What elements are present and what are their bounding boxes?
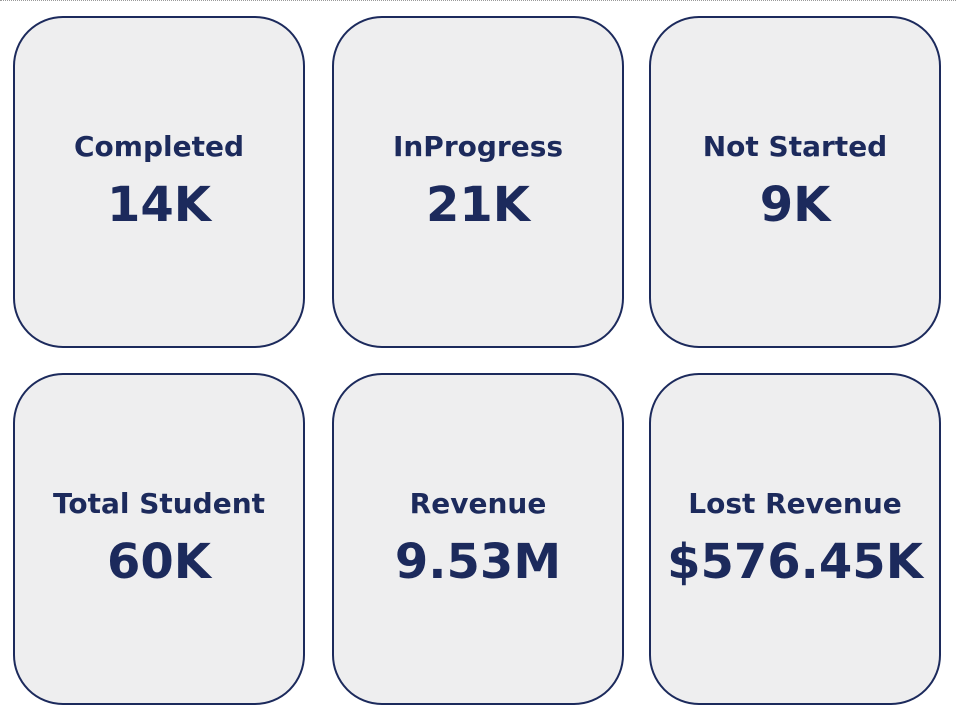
kpi-card-inprogress: InProgress 21K	[332, 16, 624, 348]
kpi-label: Total Student	[52, 487, 266, 520]
kpi-card-lost-revenue: Lost Revenue $576.45K	[649, 373, 941, 705]
kpi-value: 9.53M	[394, 534, 562, 590]
kpi-card-total-student: Total Student 60K	[13, 373, 305, 705]
kpi-card-revenue: Revenue 9.53M	[332, 373, 624, 705]
kpi-label: Not Started	[702, 130, 888, 163]
top-divider	[0, 0, 956, 1]
kpi-value: 14K	[107, 177, 211, 233]
kpi-label: InProgress	[392, 130, 564, 163]
kpi-value: $576.45K	[667, 534, 923, 590]
kpi-label: Completed	[73, 130, 244, 163]
kpi-value: 9K	[759, 177, 831, 233]
kpi-value: 60K	[107, 534, 211, 590]
kpi-value: 21K	[426, 177, 530, 233]
kpi-card-completed: Completed 14K	[13, 16, 305, 348]
kpi-label: Revenue	[409, 487, 547, 520]
kpi-card-not-started: Not Started 9K	[649, 16, 941, 348]
kpi-label: Lost Revenue	[688, 487, 902, 520]
